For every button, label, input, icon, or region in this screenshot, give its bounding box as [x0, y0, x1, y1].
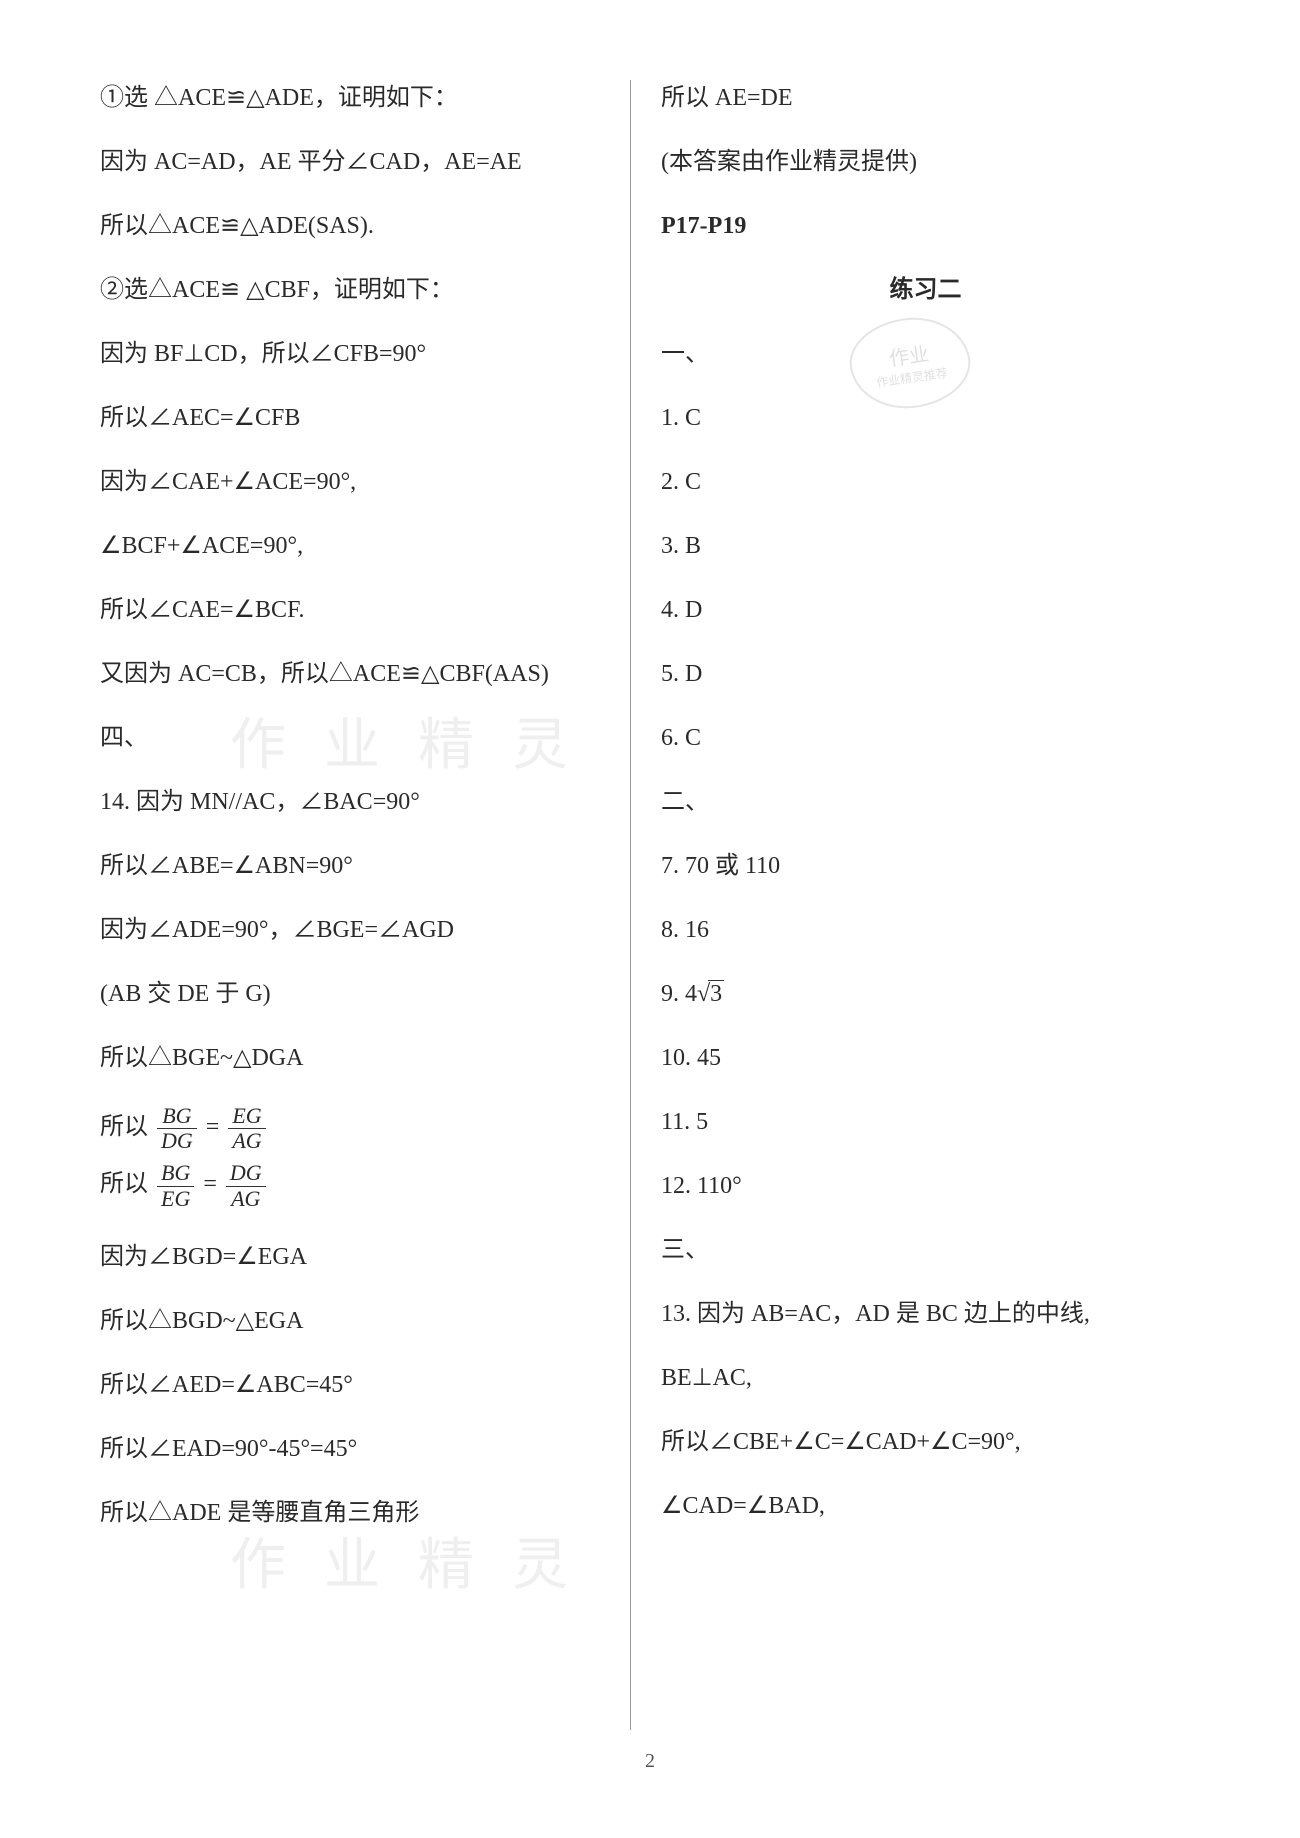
answer-item: 3. B — [661, 528, 1190, 564]
proof-line: 所以∠CAE=∠BCF. — [100, 592, 600, 628]
proof-line: 所以∠AEC=∠CFB — [100, 400, 600, 436]
section-label: 二、 — [661, 784, 1190, 820]
equals: = — [206, 1114, 220, 1140]
page-number: 2 — [100, 1750, 1200, 1773]
fraction-line-1: 所以 BG DG = EG AG — [100, 1104, 600, 1153]
equals: = — [203, 1172, 217, 1198]
section-label: 三、 — [661, 1232, 1190, 1268]
answer-item: 11. 5 — [661, 1104, 1190, 1140]
proof-line: 所以∠AED=∠ABC=45° — [100, 1367, 600, 1403]
fraction: DG AG — [226, 1161, 266, 1210]
proof-line: 所以△ACE≌△ADE(SAS). — [100, 208, 600, 244]
frac-prefix: 所以 — [100, 1172, 148, 1198]
proof-line: 因为∠ADE=90°，∠BGE=∠AGD — [100, 912, 600, 948]
proof-line: 因为∠CAE+∠ACE=90°, — [100, 464, 600, 500]
proof-line: 因为 AC=AD，AE 平分∠CAD，AE=AE — [100, 144, 600, 180]
proof-line: (AB 交 DE 于 G) — [100, 976, 600, 1012]
answer-item: 1. C — [661, 400, 1190, 436]
proof-line: 所以△BGE~△DGA — [100, 1040, 600, 1076]
frac-prefix: 所以 — [100, 1114, 148, 1140]
proof-line: ∠CAD=∠BAD, — [661, 1488, 1190, 1524]
credit-line: (本答案由作业精灵提供) — [661, 144, 1190, 180]
exercise-title: 练习二 — [661, 272, 1190, 308]
proof-line: 所以 AE=DE — [661, 80, 1190, 116]
proof-line: 因为 BF⊥CD，所以∠CFB=90° — [100, 336, 600, 372]
section-label: 四、 — [100, 720, 600, 756]
sqrt-icon: 3 — [697, 976, 724, 1012]
fraction-line-2: 所以 BG EG = DG AG — [100, 1161, 600, 1210]
proof-line: 所以∠ABE=∠ABN=90° — [100, 848, 600, 884]
answer-item: 9. 43 — [661, 976, 1190, 1012]
page-ref: P17-P19 — [661, 208, 1190, 244]
answers-section-1: 1. C 2. C 3. B 4. D 5. D 6. C — [661, 400, 1190, 756]
proof-line: 所以∠CBE+∠C=∠CAD+∠C=90°, — [661, 1424, 1190, 1460]
fraction: BG DG — [157, 1104, 197, 1153]
answers-section-2: 7. 70 或 110 8. 16 9. 43 10. 45 11. 5 12.… — [661, 848, 1190, 1204]
fraction: BG EG — [157, 1161, 194, 1210]
proof-line: 因为∠BGD=∠EGA — [100, 1239, 600, 1275]
proof-line: BE⊥AC, — [661, 1360, 1190, 1396]
answer-item: 12. 110° — [661, 1168, 1190, 1204]
section-label: 一、 — [661, 336, 1190, 372]
right-column: 所以 AE=DE (本答案由作业精灵提供) P17-P19 练习二 作业 作业精… — [630, 80, 1190, 1730]
answer-item: 2. C — [661, 464, 1190, 500]
fraction: EG AG — [228, 1104, 265, 1153]
answer-item: 6. C — [661, 720, 1190, 756]
proof-line: ①选 △ACE≌△ADE，证明如下： — [100, 80, 600, 116]
proof-line: ②选△ACE≌ △CBF，证明如下： — [100, 272, 600, 308]
proof-line: 13. 因为 AB=AC，AD 是 BC 边上的中线, — [661, 1296, 1190, 1332]
proof-line: ∠BCF+∠ACE=90°, — [100, 528, 600, 564]
answer-item: 10. 45 — [661, 1040, 1190, 1076]
proof-line: 又因为 AC=CB，所以△ACE≌△CBF(AAS) — [100, 656, 600, 692]
proof-line: 14. 因为 MN//AC，∠BAC=90° — [100, 784, 600, 820]
answer-item: 8. 16 — [661, 912, 1190, 948]
proof-line: 所以△BGD~△EGA — [100, 1303, 600, 1339]
proof-line: 所以∠EAD=90°-45°=45° — [100, 1431, 600, 1467]
answer-item: 4. D — [661, 592, 1190, 628]
answer-item: 7. 70 或 110 — [661, 848, 1190, 884]
answer-item: 5. D — [661, 656, 1190, 692]
left-column: ①选 △ACE≌△ADE，证明如下： 因为 AC=AD，AE 平分∠CAD，AE… — [100, 80, 630, 1730]
proof-line: 所以△ADE 是等腰直角三角形 — [100, 1495, 600, 1531]
